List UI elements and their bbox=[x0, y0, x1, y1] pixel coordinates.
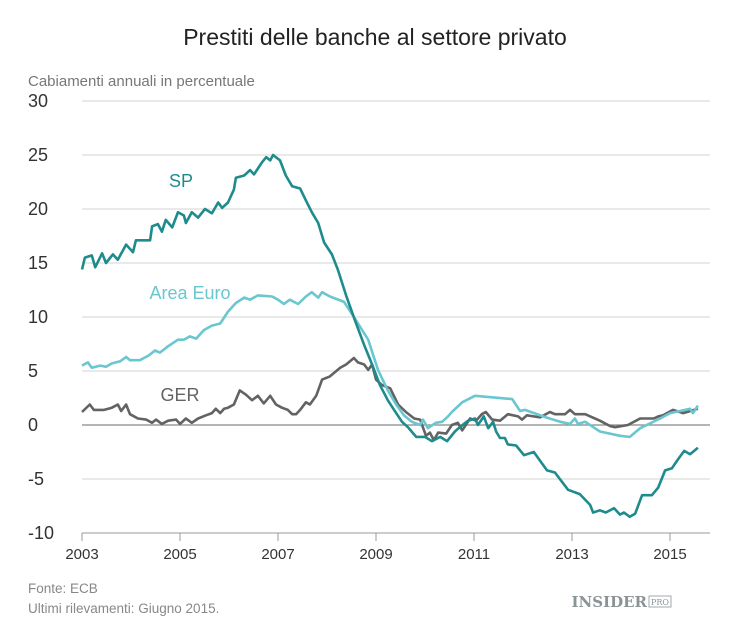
x-tick-label: 2009 bbox=[359, 546, 392, 563]
x-tick-label: 2011 bbox=[458, 546, 490, 563]
x-tick-label: 2015 bbox=[653, 546, 686, 563]
logo-text: INSIDER bbox=[572, 593, 648, 611]
y-tick-label: 15 bbox=[28, 253, 48, 273]
y-axis-ticks: 30 25 20 15 10 5 0 -5 -10 bbox=[28, 91, 54, 543]
series-line-area-euro bbox=[81, 290, 699, 439]
update-note: Ultimi rilevamenti: Giugno 2015. bbox=[28, 601, 219, 616]
x-axis-ticks: 2003 2005 2007 2009 2011 2013 2015 bbox=[65, 533, 687, 563]
series-lines bbox=[80, 153, 699, 519]
x-tick-label: 2007 bbox=[261, 546, 294, 563]
insider-pro-logo: INSIDER PRO bbox=[572, 593, 672, 611]
series-label: Area Euro bbox=[149, 283, 230, 303]
series-labels: GER Area Euro SP bbox=[149, 171, 230, 405]
source-note: Fonte: ECB bbox=[28, 581, 98, 596]
logo-badge bbox=[648, 595, 672, 608]
gridlines bbox=[82, 100, 710, 534]
series-line-sp bbox=[80, 153, 699, 519]
x-tick-label: 2005 bbox=[163, 546, 196, 563]
chart-subtitle: Cabiamenti annuali in percentuale bbox=[28, 73, 255, 90]
series-line-ger bbox=[81, 356, 699, 442]
chart-title: Prestiti delle banche al settore privato bbox=[183, 24, 567, 50]
logo-suffix: PRO bbox=[651, 598, 669, 607]
y-tick-label: 20 bbox=[28, 199, 48, 219]
y-tick-label: 0 bbox=[28, 415, 38, 435]
y-tick-label: 30 bbox=[28, 91, 48, 111]
y-tick-label: -10 bbox=[28, 523, 54, 543]
x-tick-label: 2013 bbox=[555, 546, 588, 563]
series-label: GER bbox=[160, 385, 199, 405]
y-tick-label: 10 bbox=[28, 307, 48, 327]
x-tick-label: 2003 bbox=[65, 546, 98, 563]
y-tick-label: -5 bbox=[28, 469, 44, 489]
series-label: SP bbox=[169, 171, 193, 191]
y-tick-label: 5 bbox=[28, 361, 38, 381]
y-tick-label: 25 bbox=[28, 145, 48, 165]
